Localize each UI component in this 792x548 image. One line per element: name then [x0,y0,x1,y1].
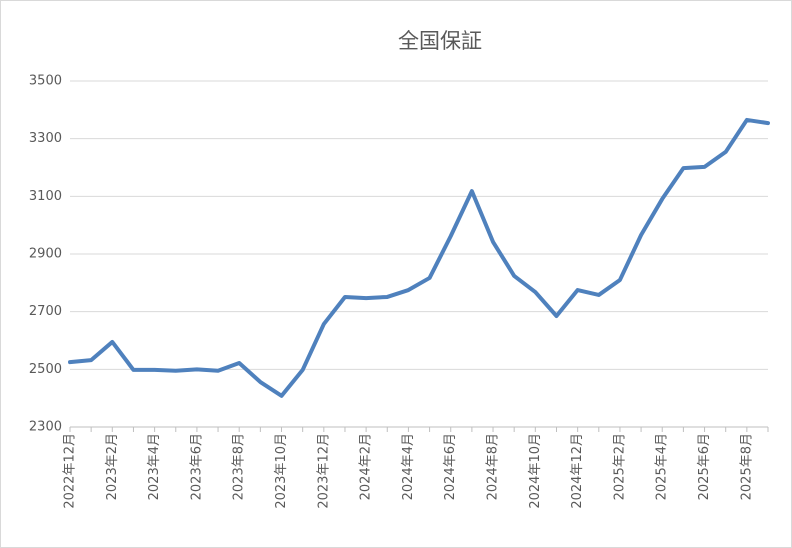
x-tick-label: 2022年12月 [63,433,78,509]
x-tick-label: 2023年8月 [232,433,247,500]
x-tick-label: 2023年2月 [105,433,120,500]
x-tick-label: 2025年2月 [612,433,627,500]
x-tick-label: 2023年12月 [316,433,331,509]
x-tick-label: 2025年8月 [739,433,754,500]
x-tick-label: 2024年4月 [401,433,416,500]
y-tick-label: 2700 [29,304,62,319]
x-tick-label: 2024年10月 [528,433,543,509]
y-tick-label: 3100 [29,189,62,204]
x-tick-label: 2025年6月 [697,433,712,500]
line-series [68,117,770,398]
x-tick-label: 2024年8月 [486,433,501,500]
x-tick-label: 2023年10月 [274,433,289,509]
y-tick-label: 2900 [29,247,62,262]
chart-title: 全国保証 [398,29,482,53]
x-tick-label: 2024年12月 [570,433,585,509]
y-tick-label: 2500 [29,362,62,377]
x-tick-label: 2024年2月 [359,433,374,500]
x-tick-label: 2024年6月 [443,433,458,500]
x-tick-label: 2025年4月 [655,433,670,500]
y-tick-label: 2300 [29,420,62,435]
x-tick-label: 2023年4月 [147,433,162,500]
x-tick-label: 2023年6月 [189,433,204,500]
y-tick-label: 3500 [29,74,62,89]
y-tick-label: 3300 [29,131,62,146]
